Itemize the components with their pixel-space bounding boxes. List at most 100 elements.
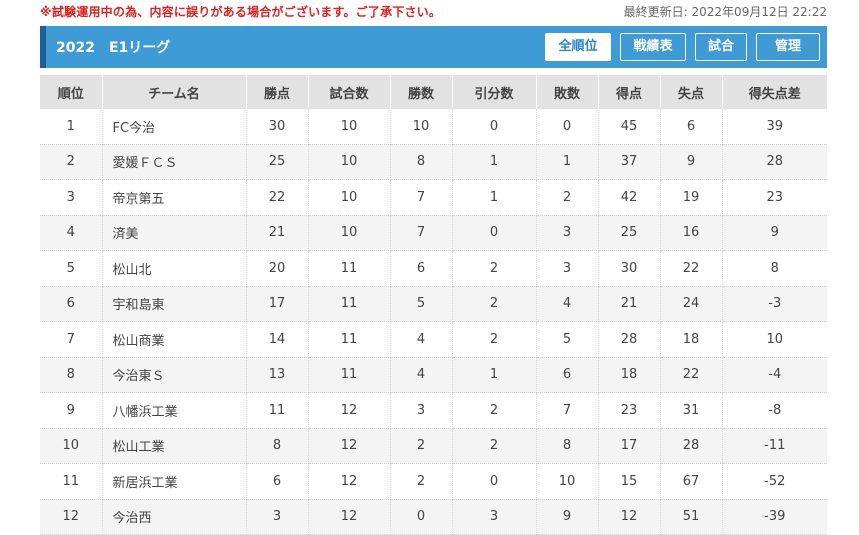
cell-goal-diff: 8: [722, 250, 827, 287]
league-title: 2022 E1リーグ: [56, 40, 171, 56]
cell-goals-for: 30: [598, 250, 661, 287]
cell-wins: 7: [390, 179, 453, 216]
cell-team: 八幡浜工業: [102, 392, 247, 429]
cell-goal-diff: -52: [722, 463, 827, 500]
cell-team: 宇和島東: [102, 286, 247, 322]
cell-played: 10: [308, 144, 391, 180]
cell-goal-diff: -3: [722, 286, 827, 322]
cell-draws: 0: [452, 109, 537, 145]
cell-wins: 4: [390, 321, 453, 358]
cell-points: 14: [246, 321, 309, 358]
cell-rank: 11: [40, 463, 103, 500]
cell-rank: 4: [40, 215, 103, 251]
cell-losses: 1: [536, 144, 599, 180]
cell-points: 22: [246, 179, 309, 216]
results-table-button[interactable]: 戦績表: [620, 33, 686, 61]
cell-draws: 3: [452, 499, 537, 535]
top-info-bar: ※試験運用中の為、内容に誤りがある場合がございます。ご了承下さい。 最終更新日:…: [40, 3, 827, 21]
cell-rank: 7: [40, 321, 103, 358]
cell-goals-for: 28: [598, 321, 661, 358]
table-row: 1 FC今治 30 10 10 0 0 45 6 39: [40, 109, 827, 145]
table-row: 7 松山商業 14 11 4 2 5 28 18 10: [40, 321, 827, 358]
cell-goals-for: 45: [598, 109, 661, 145]
cell-goals-for: 18: [598, 357, 661, 393]
cell-draws: 1: [452, 357, 537, 393]
cell-wins: 0: [390, 499, 453, 535]
cell-goals-against: 22: [660, 250, 723, 287]
table-row: 2 愛媛ＦＣＳ 25 10 8 1 1 37 9 28: [40, 144, 827, 180]
cell-team: FC今治: [102, 109, 247, 145]
cell-played: 12: [308, 392, 391, 429]
cell-goals-for: 23: [598, 392, 661, 429]
league-header: 2022 E1リーグ 全順位 戦績表 試合 管理: [40, 26, 827, 68]
table-row: 12 今治西 3 12 0 3 9 12 51 -39: [40, 499, 827, 535]
col-rank: 順位: [40, 75, 103, 109]
cell-points: 21: [246, 215, 309, 251]
standings-table: 順位 チーム名 勝点 試合数 勝数 引分数 敗数 得点 失点 得失点差 1 FC今…: [40, 75, 827, 535]
cell-points: 8: [246, 428, 309, 464]
all-standings-button[interactable]: 全順位: [545, 33, 611, 61]
cell-goals-against: 28: [660, 428, 723, 464]
cell-rank: 1: [40, 109, 103, 145]
admin-button[interactable]: 管理: [756, 33, 820, 61]
cell-goals-against: 67: [660, 463, 723, 500]
cell-played: 12: [308, 463, 391, 500]
col-points: 勝点: [246, 75, 309, 109]
cell-team: 松山商業: [102, 321, 247, 358]
cell-losses: 10: [536, 463, 599, 500]
cell-draws: 2: [452, 428, 537, 464]
cell-goal-diff: 23: [722, 179, 827, 216]
cell-played: 10: [308, 109, 391, 145]
matches-button[interactable]: 試合: [695, 33, 747, 61]
cell-losses: 8: [536, 428, 599, 464]
cell-draws: 1: [452, 144, 537, 180]
cell-goals-against: 22: [660, 357, 723, 393]
table-row: 5 松山北 20 11 6 2 3 30 22 8: [40, 250, 827, 287]
cell-goals-against: 6: [660, 109, 723, 145]
cell-losses: 4: [536, 286, 599, 322]
cell-points: 17: [246, 286, 309, 322]
cell-goals-for: 17: [598, 428, 661, 464]
cell-goal-diff: -39: [722, 499, 827, 535]
col-losses: 敗数: [536, 75, 599, 109]
cell-goals-against: 51: [660, 499, 723, 535]
cell-draws: 0: [452, 215, 537, 251]
table-header-row: 順位 チーム名 勝点 試合数 勝数 引分数 敗数 得点 失点 得失点差: [40, 75, 827, 109]
cell-wins: 4: [390, 357, 453, 393]
cell-goals-for: 21: [598, 286, 661, 322]
cell-played: 11: [308, 286, 391, 322]
cell-wins: 8: [390, 144, 453, 180]
cell-goal-diff: 28: [722, 144, 827, 180]
table-row: 9 八幡浜工業 11 12 3 2 7 23 31 -8: [40, 392, 827, 429]
cell-goals-for: 25: [598, 215, 661, 251]
cell-wins: 6: [390, 250, 453, 287]
cell-wins: 5: [390, 286, 453, 322]
cell-team: 新居浜工業: [102, 463, 247, 500]
cell-rank: 10: [40, 428, 103, 464]
col-draws: 引分数: [452, 75, 537, 109]
cell-team: 松山工業: [102, 428, 247, 464]
cell-team: 今治東Ｓ: [102, 357, 247, 393]
trial-notice: ※試験運用中の為、内容に誤りがある場合がございます。ご了承下さい。: [40, 5, 442, 19]
cell-team: 済美: [102, 215, 247, 251]
table-row: 4 済美 21 10 7 0 3 25 16 9: [40, 215, 827, 251]
cell-played: 11: [308, 250, 391, 287]
cell-rank: 2: [40, 144, 103, 180]
table-row: 8 今治東Ｓ 13 11 4 1 6 18 22 -4: [40, 357, 827, 393]
cell-played: 12: [308, 499, 391, 535]
cell-played: 11: [308, 357, 391, 393]
cell-points: 3: [246, 499, 309, 535]
cell-goals-against: 31: [660, 392, 723, 429]
cell-rank: 6: [40, 286, 103, 322]
cell-losses: 9: [536, 499, 599, 535]
cell-losses: 7: [536, 392, 599, 429]
cell-points: 20: [246, 250, 309, 287]
cell-points: 25: [246, 144, 309, 180]
cell-goals-against: 24: [660, 286, 723, 322]
standings-body: 1 FC今治 30 10 10 0 0 45 6 39 2 愛媛ＦＣＳ 25 10 8 1 1 37 9 28 3 帝京第…: [40, 109, 827, 535]
cell-wins: 10: [390, 109, 453, 145]
cell-goals-for: 42: [598, 179, 661, 216]
cell-rank: 9: [40, 392, 103, 429]
cell-team: 今治西: [102, 499, 247, 535]
cell-goal-diff: 10: [722, 321, 827, 358]
